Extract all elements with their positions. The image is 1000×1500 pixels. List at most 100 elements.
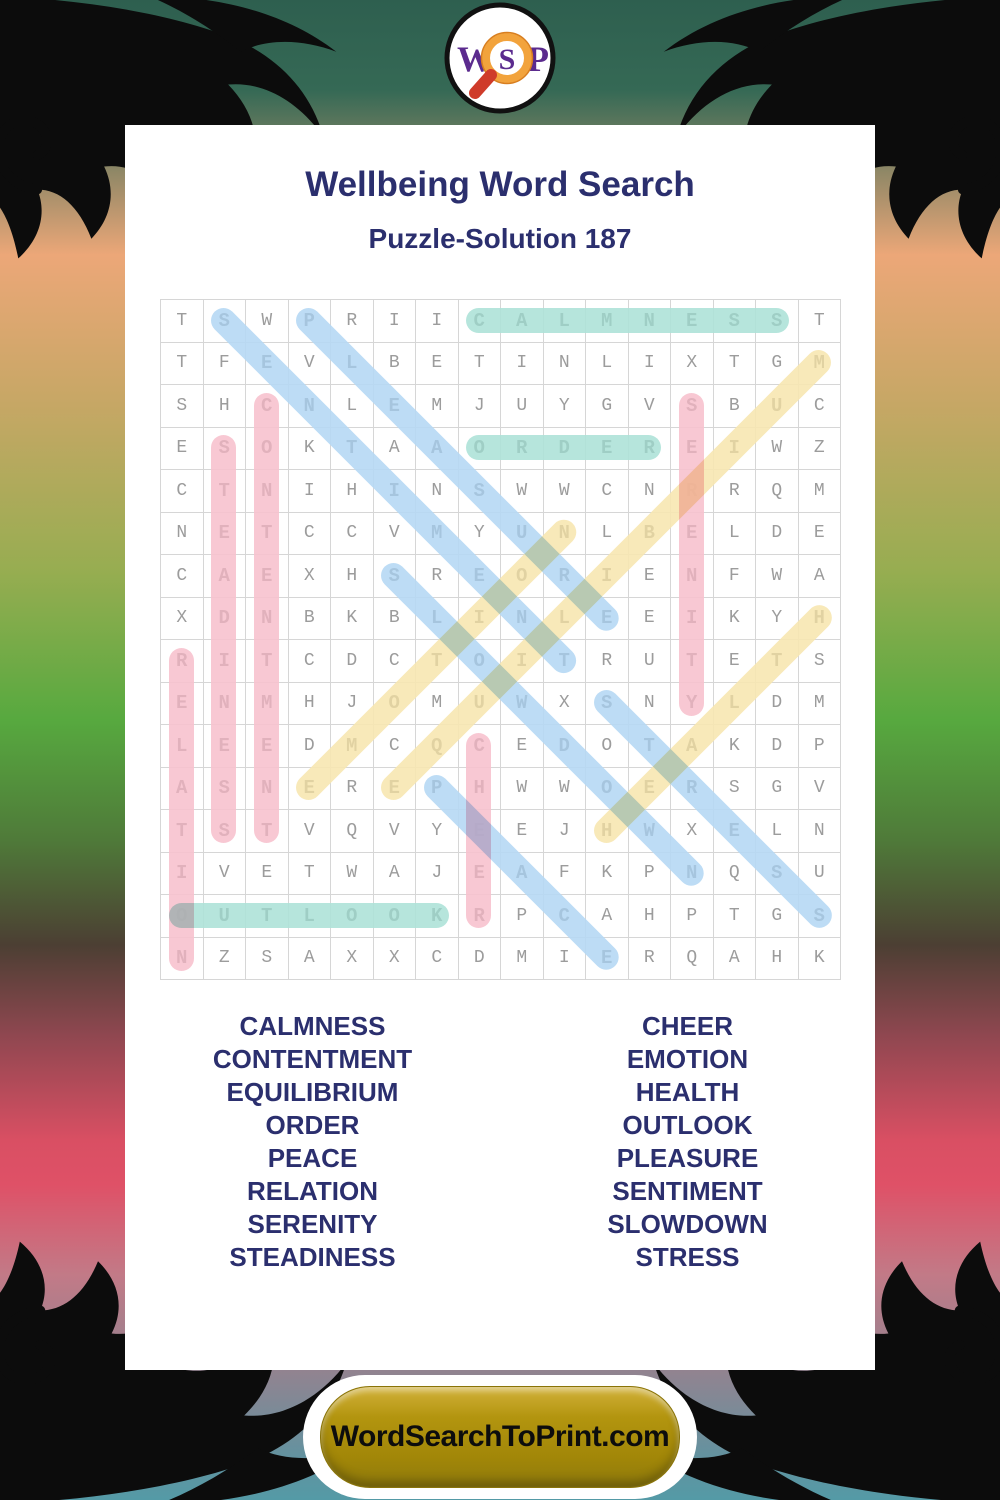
grid-cell: R xyxy=(628,427,671,470)
logo-letter-p: P xyxy=(527,39,549,79)
grid-cell: K xyxy=(331,597,374,640)
grid-cell: P xyxy=(501,895,544,938)
grid-cell: T xyxy=(458,342,501,385)
grid-cell: L xyxy=(756,810,799,853)
grid-cell: R xyxy=(161,640,204,683)
grid-cell: H xyxy=(203,385,246,428)
grid-cell: L xyxy=(331,342,374,385)
grid-cell: J xyxy=(458,385,501,428)
grid-cell: S xyxy=(203,427,246,470)
magnifier-handle-icon xyxy=(469,69,497,99)
word-list-item: SENTIMENT xyxy=(612,1176,763,1206)
grid-cell: W xyxy=(501,470,544,513)
grid-cell: T xyxy=(798,300,841,343)
grid-cell: V xyxy=(288,810,331,853)
grid-cell: W xyxy=(756,427,799,470)
grid-cell: I xyxy=(501,342,544,385)
grid-cell: I xyxy=(416,300,459,343)
grid-cell: M xyxy=(416,682,459,725)
grid-cell: K xyxy=(416,895,459,938)
grid-cell: X xyxy=(161,597,204,640)
grid-cell: W xyxy=(543,470,586,513)
grid-cell: V xyxy=(628,385,671,428)
grid-cell: I xyxy=(628,342,671,385)
grid-cell: L xyxy=(586,512,629,555)
grid-cell: G xyxy=(586,385,629,428)
grid-cell: P xyxy=(798,725,841,768)
grid-cell: H xyxy=(628,895,671,938)
grid-cell: I xyxy=(501,640,544,683)
grid-cell: T xyxy=(543,640,586,683)
grid-cell: M xyxy=(586,300,629,343)
grid-cell: T xyxy=(671,640,714,683)
grid-cell: I xyxy=(203,640,246,683)
grid-cell: I xyxy=(458,597,501,640)
grid-cell: N xyxy=(798,810,841,853)
grid-cell: U xyxy=(501,512,544,555)
grid-cell: A xyxy=(671,725,714,768)
grid-cell: D xyxy=(203,597,246,640)
grid-cell: C xyxy=(288,640,331,683)
grid-cell: X xyxy=(288,555,331,598)
grid-cell: T xyxy=(246,640,289,683)
grid-cell: R xyxy=(543,555,586,598)
grid-cell: R xyxy=(628,937,671,980)
grid-cell: U xyxy=(628,640,671,683)
grid-cell: M xyxy=(798,682,841,725)
grid-cell: S xyxy=(373,555,416,598)
grid-cell: M xyxy=(331,725,374,768)
grid-cell: E xyxy=(161,427,204,470)
grid-cell: I xyxy=(586,555,629,598)
grid-cell: Q xyxy=(756,470,799,513)
grid-cell: C xyxy=(586,470,629,513)
grid-cell: W xyxy=(628,810,671,853)
grid-cell: M xyxy=(416,385,459,428)
grid-cell: O xyxy=(373,682,416,725)
grid-cell: N xyxy=(628,300,671,343)
grid-cell: A xyxy=(501,852,544,895)
grid-cell: O xyxy=(458,640,501,683)
grid-cell: E xyxy=(373,385,416,428)
grid-cell: S xyxy=(671,385,714,428)
grid-cell: T xyxy=(713,342,756,385)
grid-cell: T xyxy=(246,512,289,555)
grid-cell: E xyxy=(373,767,416,810)
grid-cell: G xyxy=(756,767,799,810)
word-list-item: STRESS xyxy=(635,1242,740,1272)
grid-cell: P xyxy=(288,300,331,343)
grid-cell: D xyxy=(543,427,586,470)
grid-cell: L xyxy=(331,385,374,428)
wsp-logo: W P S xyxy=(442,0,558,116)
grid-cell: F xyxy=(203,342,246,385)
grid-cell: C xyxy=(161,470,204,513)
grid-cell: S xyxy=(756,300,799,343)
grid-cell: L xyxy=(543,597,586,640)
grid-cell: N xyxy=(416,470,459,513)
grid-cell: Q xyxy=(416,725,459,768)
grid-cell: J xyxy=(416,852,459,895)
grid-cell: F xyxy=(543,852,586,895)
grid-cell: O xyxy=(373,895,416,938)
grid-cell: I xyxy=(543,937,586,980)
grid-cell: D xyxy=(756,682,799,725)
word-list-item: CONTENTMENT xyxy=(212,1044,413,1074)
grid-cell: B xyxy=(713,385,756,428)
grid-cell: C xyxy=(331,512,374,555)
grid-cell: A xyxy=(288,937,331,980)
word-list-item: EMOTION xyxy=(626,1044,749,1074)
grid-cell: H xyxy=(798,597,841,640)
grid-cell: W xyxy=(543,767,586,810)
word-list-left-column: CALMNESS CONTENTMENT EQUILIBRIUM ORDER PEACE… xyxy=(125,1010,500,1274)
grid-cell: S xyxy=(756,852,799,895)
website-button[interactable]: WordSearchToPrint.com xyxy=(320,1386,680,1488)
grid-cell: T xyxy=(161,810,204,853)
grid-cell: E xyxy=(246,725,289,768)
grid-cell: E xyxy=(458,852,501,895)
grid-cell: E xyxy=(713,640,756,683)
grid-cell: Q xyxy=(331,810,374,853)
grid-cell: A xyxy=(713,937,756,980)
grid-cell: Y xyxy=(416,810,459,853)
grid-cell: U xyxy=(501,385,544,428)
grid-cell: A xyxy=(373,852,416,895)
